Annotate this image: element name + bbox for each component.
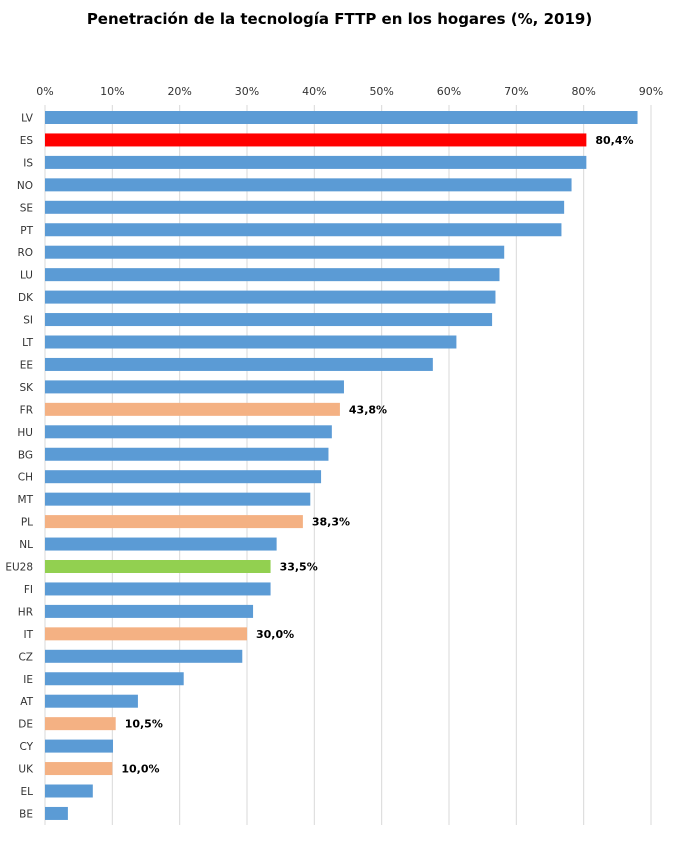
x-axis-ticks: 0% 10% 20% 30% 40% 50% 60% 70% 80% 90% xyxy=(36,85,663,98)
category-label: HR xyxy=(18,606,33,618)
category-label: CY xyxy=(19,741,33,753)
data-label: 10,5% xyxy=(125,718,163,731)
category-label: BG xyxy=(18,449,33,461)
category-label: AT xyxy=(20,696,33,708)
bar-pt xyxy=(45,223,562,237)
category-label: FR xyxy=(20,404,33,416)
bars xyxy=(45,111,638,820)
x-tick-label: 30% xyxy=(235,85,259,98)
category-label: BE xyxy=(19,808,33,820)
bar-hu xyxy=(45,425,332,439)
category-label: SE xyxy=(20,202,33,214)
category-label: IE xyxy=(23,674,33,686)
bar-se xyxy=(45,200,565,214)
category-label: EU28 xyxy=(5,562,33,574)
category-label: ES xyxy=(20,135,34,147)
data-label: 80,4% xyxy=(595,134,633,147)
bar-ie xyxy=(45,672,184,686)
bar-fr xyxy=(45,402,340,416)
x-tick-label: 10% xyxy=(100,85,124,98)
category-label: DE xyxy=(18,719,33,731)
data-label: 10,0% xyxy=(121,763,159,776)
bar-lv xyxy=(45,111,638,124)
bar-no xyxy=(45,178,572,192)
bar-fi xyxy=(45,582,271,596)
category-label: LU xyxy=(20,270,33,282)
bar-dk xyxy=(45,290,496,304)
bar-cz xyxy=(45,649,243,663)
category-label: LV xyxy=(21,113,34,125)
x-tick-label: 0% xyxy=(36,85,53,98)
bar-de xyxy=(45,717,116,731)
chart-title: Penetración de la tecnología FTTP en los… xyxy=(86,10,593,28)
bar-lu xyxy=(45,268,500,282)
gridlines xyxy=(44,105,652,825)
category-label: DK xyxy=(18,292,34,304)
category-label: IS xyxy=(23,157,33,169)
category-label: CH xyxy=(18,472,33,484)
category-label: CZ xyxy=(18,651,33,663)
x-tick-label: 90% xyxy=(639,85,663,98)
data-label: 33,5% xyxy=(280,561,318,574)
bar-ee xyxy=(45,357,433,371)
bar-ro xyxy=(45,245,505,259)
x-tick-label: 40% xyxy=(302,85,326,98)
category-label: EL xyxy=(21,786,34,798)
bar-be xyxy=(45,806,68,820)
bar-uk xyxy=(45,762,113,776)
bar-si xyxy=(45,313,493,327)
category-label: SK xyxy=(19,382,34,394)
bar-bg xyxy=(45,447,329,461)
bar-lt xyxy=(45,335,457,349)
bar-ch xyxy=(45,470,322,484)
category-label: MT xyxy=(18,494,34,506)
category-label: UK xyxy=(18,764,34,776)
bar-hr xyxy=(45,604,254,618)
category-label: EE xyxy=(20,359,33,371)
category-labels: LV ES IS NO SE PT RO LU DK SI LT EE SK FR HU BG CH MT PL NL… xyxy=(5,113,34,821)
bar-mt xyxy=(45,492,311,506)
bar-eu28 xyxy=(45,560,271,573)
bar-sk xyxy=(45,380,344,394)
bar-el xyxy=(45,784,93,798)
category-label: NO xyxy=(17,180,33,192)
data-label: 30,0% xyxy=(256,628,294,641)
bar-is xyxy=(45,155,587,169)
category-label: HU xyxy=(17,427,33,439)
bar-pl xyxy=(45,515,303,529)
category-label: LT xyxy=(22,337,33,349)
bar-es xyxy=(45,133,587,147)
bar-at xyxy=(45,694,138,708)
category-label: SI xyxy=(23,315,33,327)
data-label: 38,3% xyxy=(312,516,350,529)
category-label: FI xyxy=(24,584,33,596)
x-tick-label: 70% xyxy=(504,85,528,98)
x-tick-label: 60% xyxy=(437,85,461,98)
bar-nl xyxy=(45,537,277,551)
bar-cy xyxy=(45,739,114,753)
x-tick-label: 20% xyxy=(167,85,191,98)
category-label: PT xyxy=(20,225,33,237)
bar-it xyxy=(45,627,247,641)
category-label: NL xyxy=(19,539,33,551)
data-labels: 80,4% 43,8% 38,3% 33,5% 30,0% 10,5% 10,0% xyxy=(121,134,633,776)
category-label: RO xyxy=(17,247,33,259)
category-label: PL xyxy=(21,517,33,529)
category-label: IT xyxy=(23,629,33,641)
data-label: 43,8% xyxy=(349,403,387,416)
x-tick-label: 50% xyxy=(369,85,393,98)
x-tick-label: 80% xyxy=(571,85,595,98)
